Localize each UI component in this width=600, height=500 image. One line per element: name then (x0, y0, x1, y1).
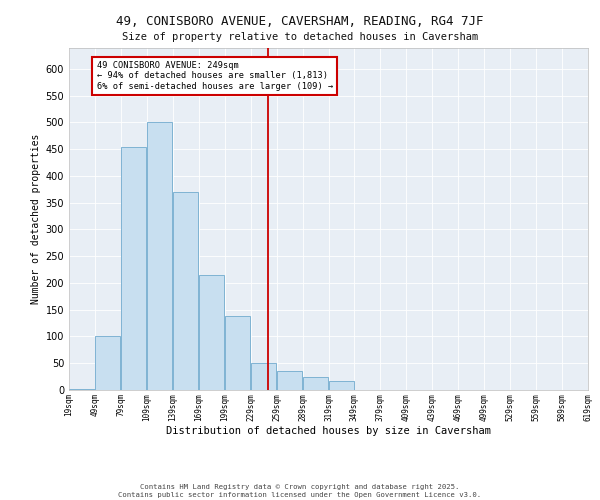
Bar (303, 376, 328, 390)
Bar (277, 372, 302, 390)
Bar (147, 122, 172, 390)
Text: Contains HM Land Registry data © Crown copyright and database right 2025.
Contai: Contains HM Land Registry data © Crown c… (118, 484, 482, 498)
Bar (251, 363, 276, 390)
Bar (95, 336, 121, 390)
X-axis label: Distribution of detached houses by size in Caversham: Distribution of detached houses by size … (166, 426, 491, 436)
Bar (173, 192, 199, 390)
Bar (70, 389, 95, 390)
Bar (199, 275, 224, 390)
Text: Size of property relative to detached houses in Caversham: Size of property relative to detached ho… (122, 32, 478, 42)
Y-axis label: Number of detached properties: Number of detached properties (31, 134, 41, 304)
Bar (121, 146, 146, 390)
Bar (225, 316, 250, 390)
Bar (329, 381, 354, 390)
Text: 49 CONISBORO AVENUE: 249sqm
← 94% of detached houses are smaller (1,813)
6% of s: 49 CONISBORO AVENUE: 249sqm ← 94% of det… (97, 61, 333, 90)
Text: 49, CONISBORO AVENUE, CAVERSHAM, READING, RG4 7JF: 49, CONISBORO AVENUE, CAVERSHAM, READING… (116, 15, 484, 28)
